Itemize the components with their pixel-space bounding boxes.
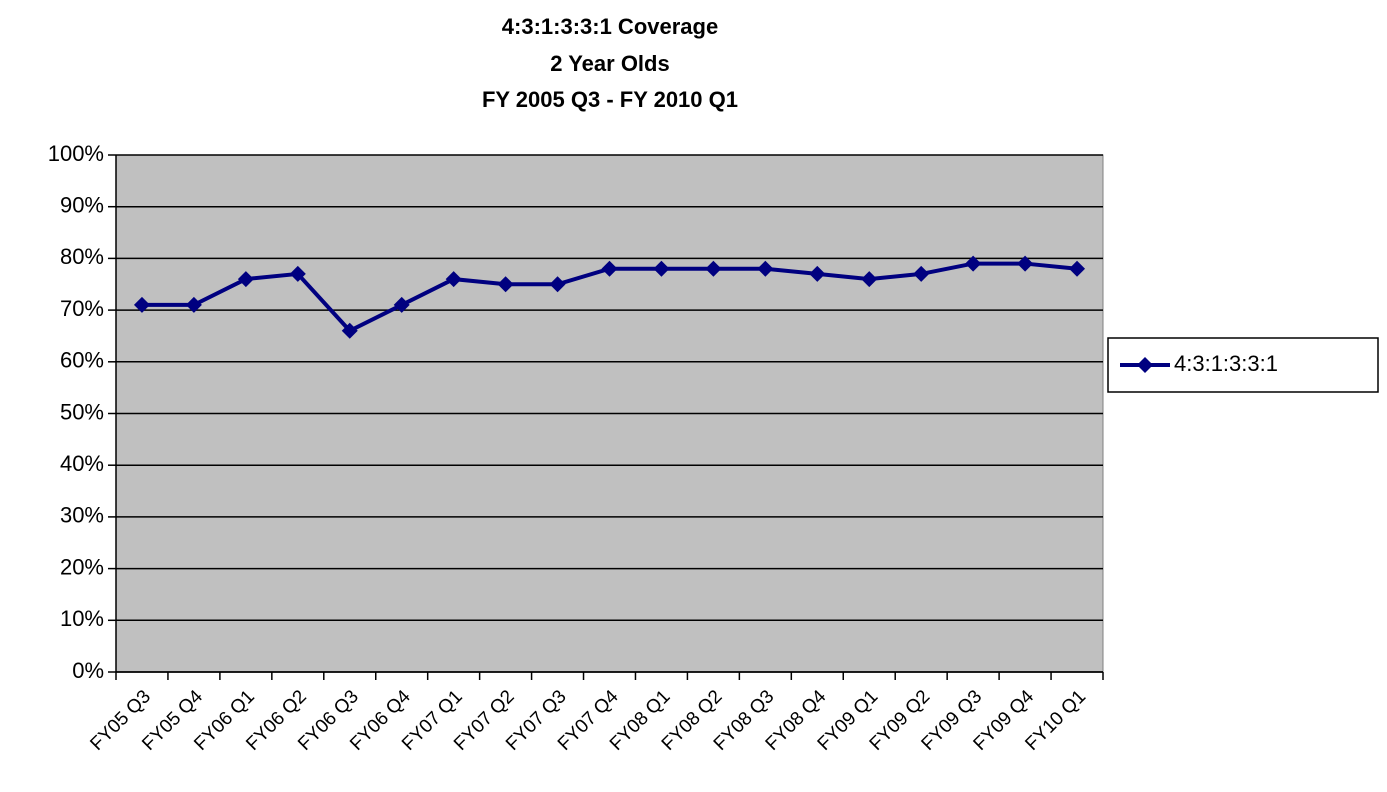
y-tick-label: 90% (60, 193, 104, 218)
chart-title: 2 Year Olds (550, 51, 669, 76)
y-tick-label: 80% (60, 244, 104, 269)
y-tick-label: 30% (60, 503, 104, 528)
y-tick-label: 70% (60, 296, 104, 321)
data-point (965, 255, 982, 272)
data-point (341, 322, 358, 339)
data-point (757, 260, 774, 277)
data-point (549, 276, 566, 293)
data-point (185, 296, 202, 313)
y-tick-label: 40% (60, 451, 104, 476)
data-point (393, 296, 410, 313)
legend-marker (1137, 357, 1153, 373)
data-point (601, 260, 618, 277)
chart-title: 4:3:1:3:3:1 Coverage (502, 14, 718, 39)
y-tick-label: 50% (60, 399, 104, 424)
y-tick-label: 10% (60, 606, 104, 631)
chart-title: FY 2005 Q3 - FY 2010 Q1 (482, 87, 738, 112)
data-point (913, 265, 930, 282)
data-point (133, 296, 150, 313)
y-tick-label: 20% (60, 554, 104, 579)
data-point (1017, 255, 1034, 272)
y-tick-label: 0% (72, 658, 104, 683)
y-tick-label: 100% (48, 141, 104, 166)
data-point (653, 260, 670, 277)
legend-label: 4:3:1:3:3:1 (1174, 351, 1278, 376)
data-point (237, 271, 254, 288)
data-point (705, 260, 722, 277)
data-point (445, 271, 462, 288)
data-point (809, 265, 826, 282)
y-tick-label: 60% (60, 348, 104, 373)
data-point (1069, 260, 1086, 277)
data-point (289, 265, 306, 282)
data-point (861, 271, 878, 288)
data-point (497, 276, 514, 293)
